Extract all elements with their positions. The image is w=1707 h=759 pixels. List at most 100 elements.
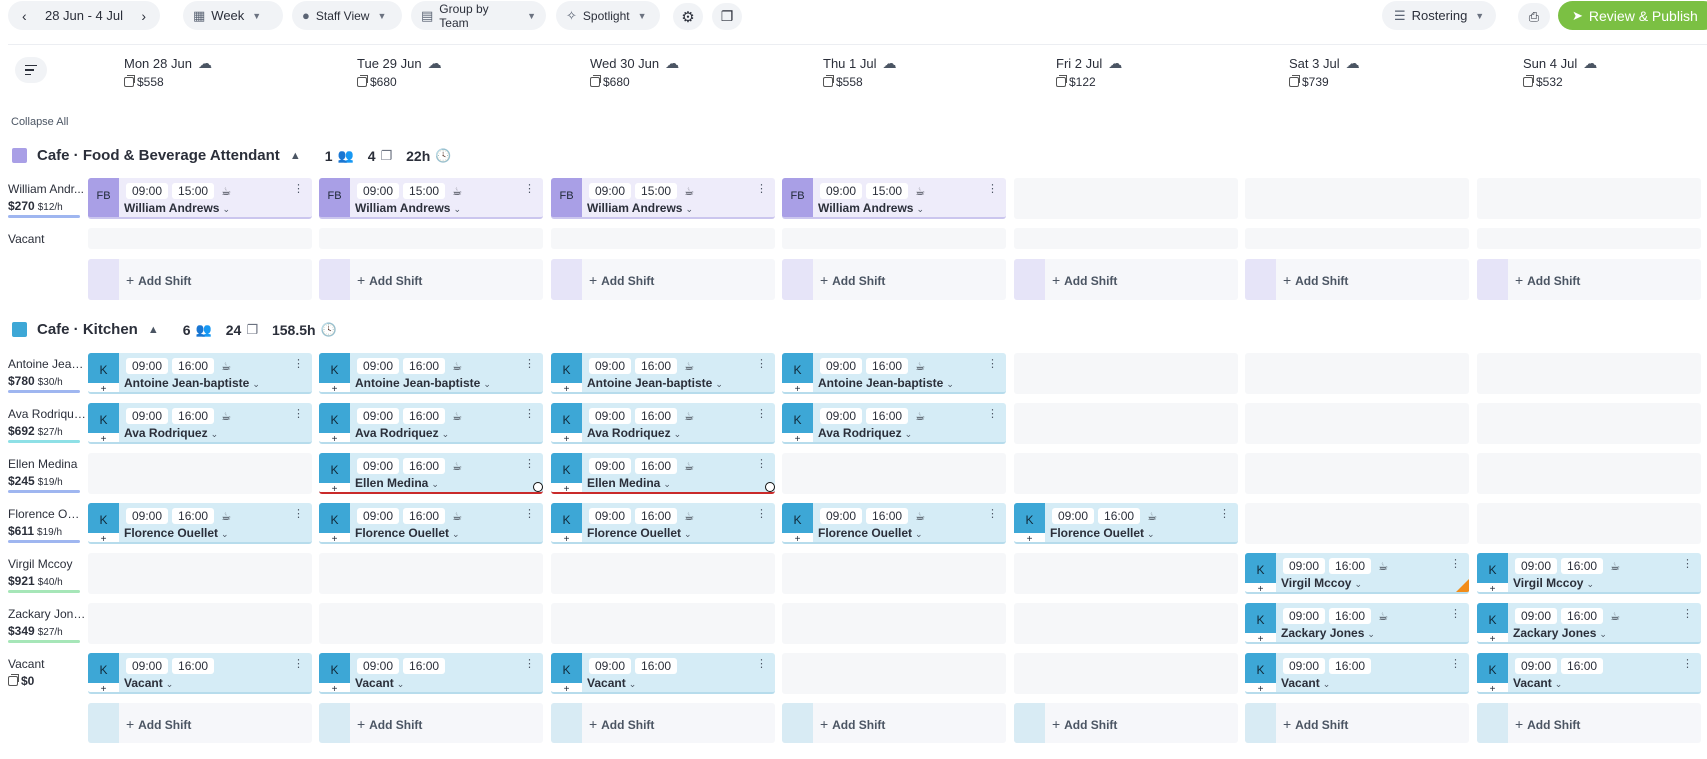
shift-card[interactable]: K +09:00 16:00 ☕ Antoine Jean-baptiste ⌄ ⋮	[551, 353, 775, 394]
empty-cell[interactable]	[1477, 353, 1701, 394]
more-options-icon[interactable]: ⋮	[293, 508, 304, 520]
more-options-icon[interactable]: ⋮	[987, 408, 998, 420]
shift-assignee[interactable]: Ellen Medina ⌄	[587, 476, 671, 490]
shift-card[interactable]: K +09:00 16:00 ☕ Antoine Jean-baptiste ⌄ ⋮	[782, 353, 1006, 394]
shift-assignee[interactable]: Ava Rodriquez ⌄	[124, 426, 218, 440]
shift-assignee[interactable]: Ava Rodriquez ⌄	[587, 426, 681, 440]
shift-start-time[interactable]: 09:00	[1052, 508, 1095, 524]
week-dropdown[interactable]: ▦ Week ▼	[183, 1, 283, 30]
staff-label[interactable]: William Andr... $270 $12/h	[8, 182, 86, 218]
add-task-button[interactable]: +	[88, 383, 119, 392]
staff-label[interactable]: Zackary Jones $349 $27/h	[8, 607, 86, 643]
more-options-icon[interactable]: ⋮	[756, 658, 767, 670]
duplicate-button[interactable]: ❐	[712, 3, 742, 30]
shift-start-time[interactable]: 09:00	[589, 183, 632, 199]
more-options-icon[interactable]: ⋮	[293, 183, 304, 195]
more-options-icon[interactable]: ⋮	[987, 183, 998, 195]
shift-end-time[interactable]: 16:00	[1561, 658, 1604, 674]
filter-button[interactable]	[15, 57, 47, 83]
shift-end-time[interactable]: 16:00	[1329, 608, 1372, 624]
shift-end-time[interactable]: 16:00	[403, 508, 446, 524]
more-options-icon[interactable]: ⋮	[293, 408, 304, 420]
shift-card[interactable]: K +09:00 16:00 ☕ Florence Ouellet ⌄ ⋮	[1014, 503, 1238, 544]
more-options-icon[interactable]: ⋮	[756, 458, 767, 470]
staff-label[interactable]: Virgil Mccoy $921 $40/h	[8, 557, 86, 593]
add-task-button[interactable]: +	[88, 433, 119, 442]
collapse-all-link[interactable]: Collapse All	[11, 116, 69, 128]
shift-end-time[interactable]: 16:00	[635, 408, 678, 424]
add-shift-button[interactable]: Add Shift	[319, 259, 543, 300]
next-week-arrow[interactable]: ›	[141, 7, 146, 24]
shift-card[interactable]: FB 09:00 15:00 ☕ William Andrews ⌄ ⋮	[551, 178, 775, 219]
shift-end-time[interactable]: 16:00	[866, 508, 909, 524]
more-options-icon[interactable]: ⋮	[1682, 608, 1693, 620]
shift-start-time[interactable]: 09:00	[820, 408, 863, 424]
shift-start-time[interactable]: 09:00	[126, 408, 169, 424]
add-task-button[interactable]: +	[551, 383, 582, 392]
shift-end-time[interactable]: 15:00	[403, 183, 446, 199]
empty-cell[interactable]	[782, 653, 1006, 694]
shift-end-time[interactable]: 16:00	[403, 658, 446, 674]
add-task-button[interactable]: +	[551, 433, 582, 442]
shift-start-time[interactable]: 09:00	[589, 658, 632, 674]
shift-card[interactable]: K +09:00 16:00 ☕ Antoine Jean-baptiste ⌄ ⋮	[88, 353, 312, 394]
empty-cell[interactable]	[1245, 453, 1469, 494]
shift-assignee[interactable]: William Andrews ⌄	[587, 201, 693, 215]
shift-end-time[interactable]: 16:00	[866, 358, 909, 374]
add-shift-button[interactable]: Add Shift	[782, 703, 1006, 743]
empty-cell[interactable]	[1245, 503, 1469, 544]
more-options-icon[interactable]: ⋮	[1682, 558, 1693, 570]
empty-cell[interactable]	[319, 603, 543, 644]
empty-cell[interactable]	[782, 228, 1006, 249]
shift-end-time[interactable]: 16:00	[1329, 558, 1372, 574]
more-options-icon[interactable]: ⋮	[1450, 658, 1461, 670]
add-shift-button[interactable]: Add Shift	[1245, 259, 1469, 300]
shift-start-time[interactable]: 09:00	[820, 183, 863, 199]
empty-cell[interactable]	[1245, 353, 1469, 394]
add-shift-button[interactable]: Add Shift	[551, 259, 775, 300]
shift-card[interactable]: FB 09:00 15:00 ☕ William Andrews ⌄ ⋮	[319, 178, 543, 219]
shift-start-time[interactable]: 09:00	[357, 458, 400, 474]
more-options-icon[interactable]: ⋮	[1682, 658, 1693, 670]
add-task-button[interactable]: +	[319, 383, 350, 392]
shift-end-time[interactable]: 15:00	[635, 183, 678, 199]
empty-cell[interactable]	[1014, 553, 1238, 594]
add-task-button[interactable]: +	[551, 533, 582, 542]
empty-cell[interactable]	[782, 553, 1006, 594]
add-task-button[interactable]: +	[1477, 583, 1508, 592]
empty-cell[interactable]	[551, 228, 775, 249]
more-options-icon[interactable]: ⋮	[524, 358, 535, 370]
shift-card[interactable]: K +09:00 16:00 ☕ Florence Ouellet ⌄ ⋮	[551, 503, 775, 544]
shift-assignee[interactable]: William Andrews ⌄	[124, 201, 230, 215]
shift-end-time[interactable]: 16:00	[1329, 658, 1372, 674]
shift-end-time[interactable]: 16:00	[635, 458, 678, 474]
more-options-icon[interactable]: ⋮	[1219, 508, 1230, 520]
add-shift-button[interactable]: Add Shift	[88, 259, 312, 300]
shift-assignee[interactable]: Virgil Mccoy ⌄	[1281, 576, 1362, 590]
add-shift-button[interactable]: Add Shift	[1245, 703, 1469, 743]
shift-card[interactable]: K +09:00 16:00 ☕ Ellen Medina ⌄ ⋮	[319, 453, 543, 494]
empty-cell[interactable]	[1014, 353, 1238, 394]
staff-label[interactable]: Ava Rodriquez $692 $27/h	[8, 407, 86, 443]
more-options-icon[interactable]: ⋮	[524, 508, 535, 520]
shift-assignee[interactable]: Antoine Jean-baptiste ⌄	[355, 376, 491, 390]
more-options-icon[interactable]: ⋮	[1450, 558, 1461, 570]
shift-assignee[interactable]: Vacant ⌄	[355, 676, 404, 690]
empty-cell[interactable]	[1014, 653, 1238, 694]
shift-start-time[interactable]: 09:00	[357, 358, 400, 374]
add-shift-button[interactable]: Add Shift	[319, 703, 543, 743]
empty-cell[interactable]	[782, 453, 1006, 494]
add-task-button[interactable]: +	[319, 533, 350, 542]
more-options-icon[interactable]: ⋮	[293, 658, 304, 670]
more-options-icon[interactable]: ⋮	[293, 358, 304, 370]
shift-card[interactable]: K +09:00 16:00 ☕ Ellen Medina ⌄ ⋮	[551, 453, 775, 494]
empty-cell[interactable]	[1014, 403, 1238, 444]
shift-start-time[interactable]: 09:00	[820, 508, 863, 524]
shift-start-time[interactable]: 09:00	[589, 508, 632, 524]
shift-start-time[interactable]: 09:00	[126, 508, 169, 524]
shift-card[interactable]: K +09:00 16:00 ☕ Ava Rodriquez ⌄ ⋮	[88, 403, 312, 444]
shift-card[interactable]: K +09:00 16:00 Vacant ⌄ ⋮	[1477, 653, 1701, 694]
shift-start-time[interactable]: 09:00	[1515, 658, 1558, 674]
staff-label[interactable]: Antoine Jean... $780 $30/h	[8, 357, 86, 393]
shift-start-time[interactable]: 09:00	[1283, 558, 1326, 574]
